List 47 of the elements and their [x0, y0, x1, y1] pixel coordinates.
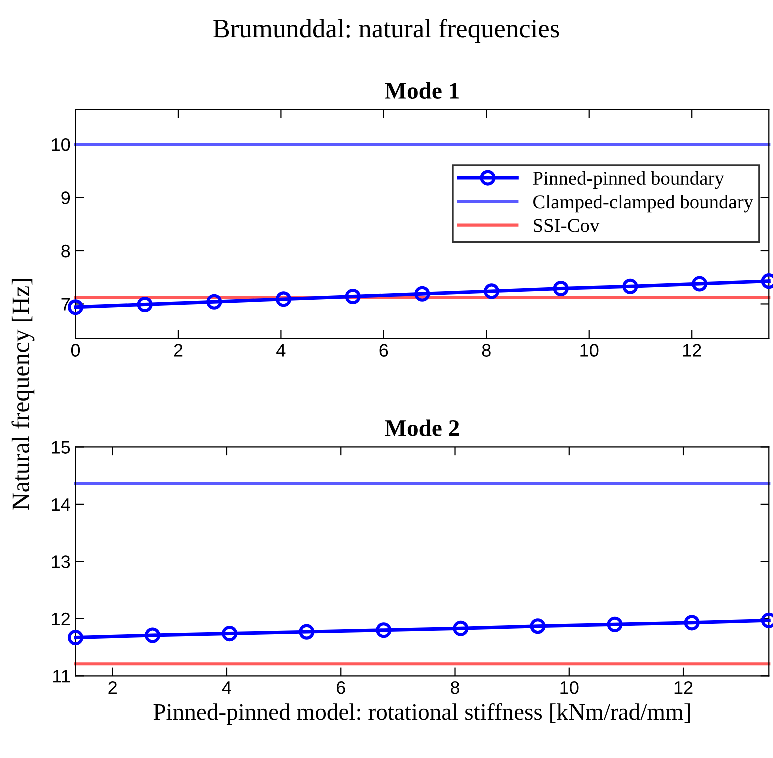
x-tick-label: 12 — [683, 344, 702, 357]
text: Brumunddal: natural frequencies — [214, 18, 560, 44]
point — [299, 624, 315, 640]
point — [222, 626, 238, 642]
x-tick-label: 8 — [482, 344, 491, 357]
point — [684, 615, 700, 631]
x-tick-label: 4 — [276, 344, 286, 357]
chart-title: Mode 2 — [385, 420, 460, 436]
point — [345, 288, 361, 305]
chart-title: Mode 1 — [385, 82, 459, 100]
point — [692, 276, 708, 292]
point — [145, 628, 161, 644]
y-axis-title: Natural frequency [Hz] — [12, 279, 35, 510]
x-tick-label: 8 — [451, 681, 460, 694]
legend-label: Pinned-pinned boundary — [533, 171, 724, 190]
legend-label: SSI-Cov — [534, 219, 600, 232]
x-tick-label: 6 — [337, 681, 346, 694]
x-tick-label: 0 — [71, 344, 80, 357]
point — [414, 286, 430, 302]
point — [530, 618, 546, 634]
y-tick-label: 9 — [62, 192, 70, 204]
point — [607, 616, 623, 632]
x-tick-label: 2 — [174, 344, 183, 357]
point — [276, 292, 292, 308]
y-tick-label: 12 — [52, 612, 70, 626]
x-axis-title: Pinned-pinned model: rotational stiffness [kNm/rad/mm] — [154, 703, 690, 726]
point — [206, 294, 222, 310]
y-tick-label: 8 — [62, 244, 70, 258]
x-tick-label: 10 — [560, 681, 579, 694]
y-tick-label: 11 — [54, 670, 70, 683]
point — [553, 281, 569, 297]
point — [68, 630, 84, 646]
x-tick-label: 2 — [108, 681, 117, 694]
point — [453, 620, 469, 636]
x-tick-label: 4 — [222, 682, 232, 694]
point — [376, 622, 392, 638]
y-tick-label: 15 — [52, 441, 70, 454]
y-tick-label: 14 — [52, 498, 70, 511]
x-tick-label: 12 — [674, 681, 693, 694]
x-tick-label: 6 — [380, 344, 388, 357]
point — [484, 284, 500, 300]
point — [622, 278, 638, 294]
y-tick-label: 10 — [52, 138, 70, 152]
point — [137, 296, 153, 313]
y-tick-label: 13 — [52, 556, 70, 568]
legend-label: Clamped-clamped boundary — [534, 195, 754, 213]
x-tick-label: 10 — [580, 344, 599, 357]
